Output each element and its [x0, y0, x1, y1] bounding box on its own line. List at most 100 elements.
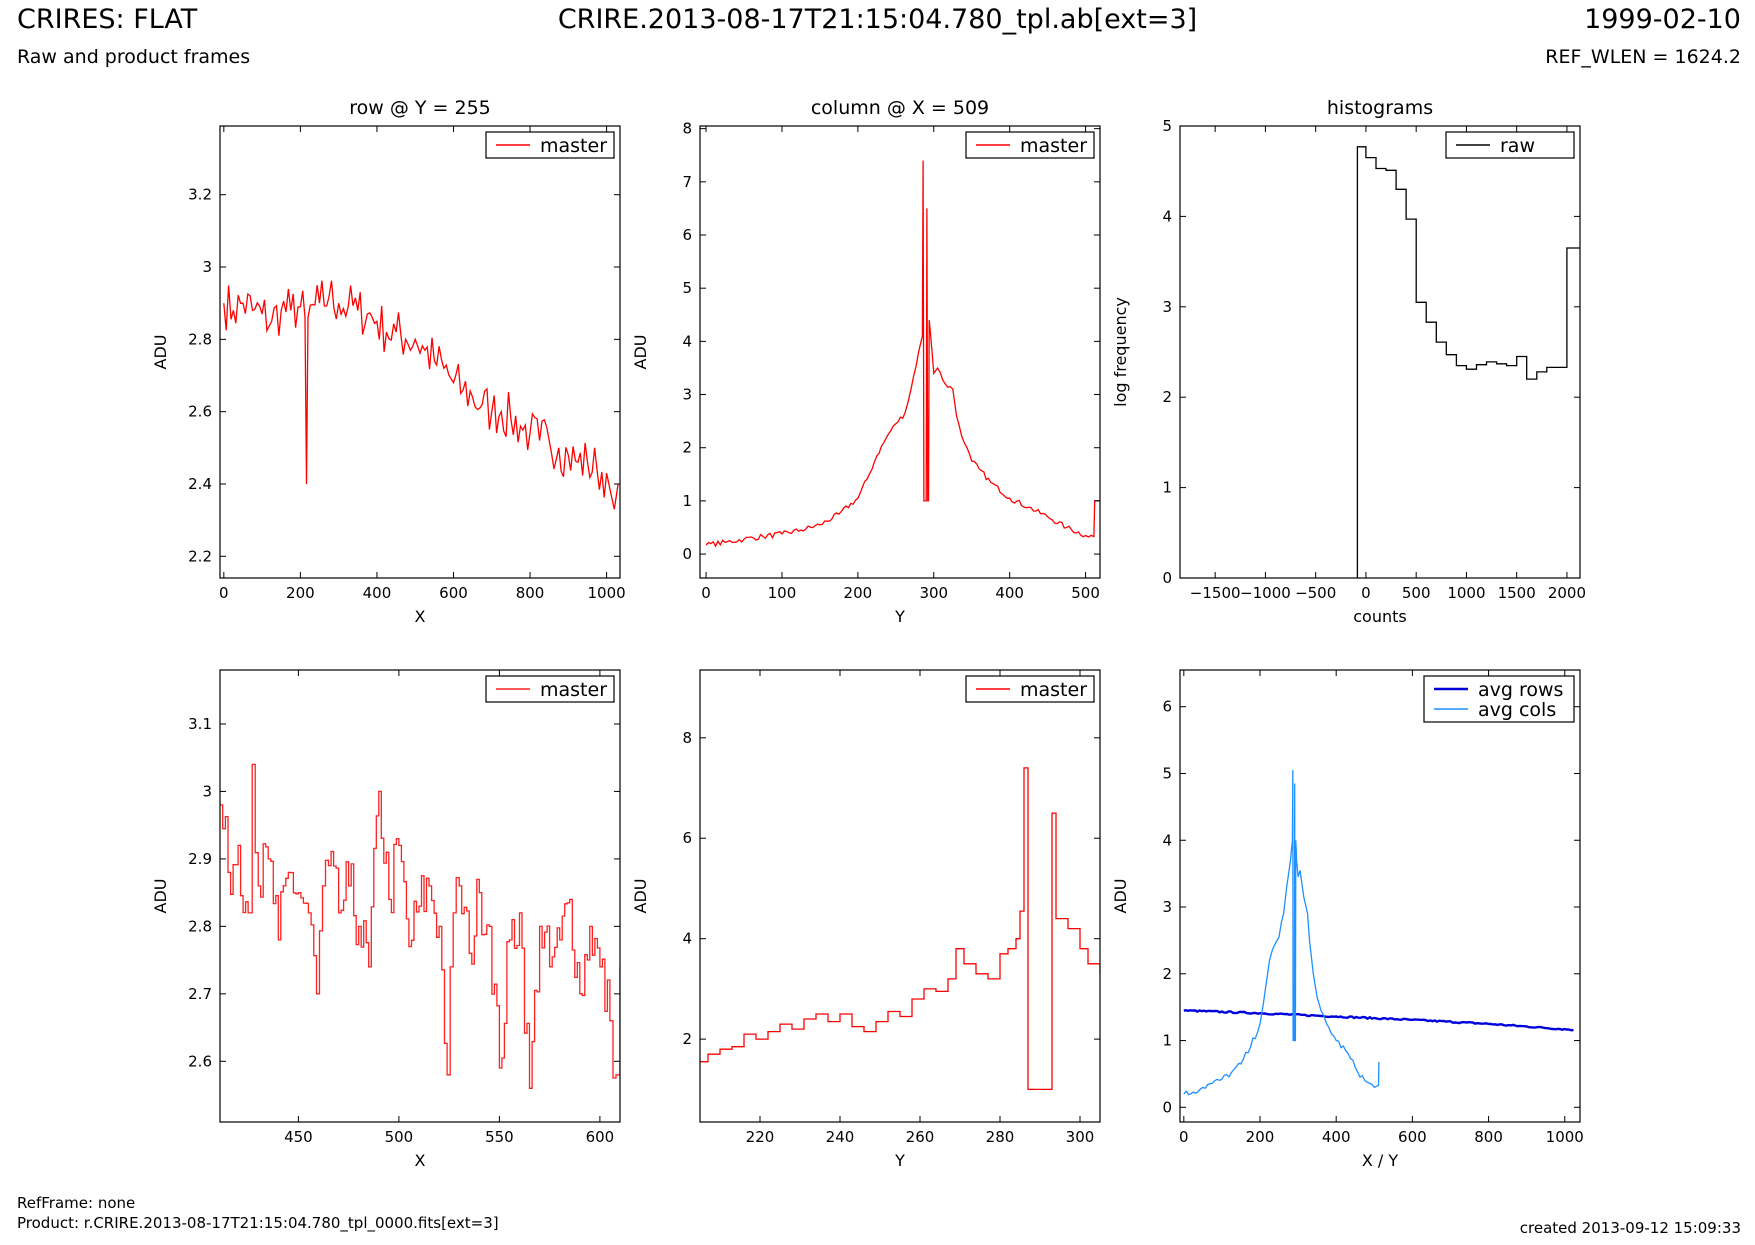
legend-entry-label: master — [540, 679, 607, 701]
series-master — [223, 280, 619, 510]
chart-row-zoom: 450 500 550 600 2.6 2.7 2.8 2.9 3 3.1 X ADU master — [151, 669, 621, 1170]
legend: master — [485, 131, 615, 159]
plot-frame — [219, 125, 621, 579]
x-tick-label: 1000 — [588, 584, 626, 602]
y-tick-label: 2.2 — [188, 547, 212, 565]
series-avg-cols — [1183, 770, 1380, 1096]
x-tick-label: 600 — [1398, 1128, 1427, 1146]
x-tick-label: 400 — [1322, 1128, 1351, 1146]
y-tick-label: 2.4 — [188, 475, 212, 493]
plot-frame — [219, 669, 621, 1123]
y-tick-label: 2 — [1162, 965, 1172, 983]
chart-title: column @ X = 509 — [811, 97, 989, 119]
plot-frame — [699, 669, 1101, 1123]
legend-entry-label: avg rows — [1478, 679, 1563, 701]
x-tick-label: 1500 — [1498, 584, 1536, 602]
chart-column: column @ X = 509 0 100 200 300 400 500 0 1 2 3 4 5 6 7… — [631, 97, 1101, 626]
y-tick-label: 3 — [202, 782, 212, 800]
series-raw — [1356, 146, 1580, 578]
y-tick-label: 0 — [1162, 1098, 1172, 1116]
y-tick-label: 6 — [682, 226, 692, 244]
x-axis-label: counts — [1353, 607, 1406, 626]
x-tick-label: −500 — [1295, 584, 1336, 602]
x-tick-label: 2000 — [1548, 584, 1586, 602]
y-tick-label: 6 — [682, 829, 692, 847]
legend-entry-label: master — [1020, 135, 1087, 157]
y-tick-label: 0 — [682, 545, 692, 563]
series-avg-rows — [1183, 1009, 1574, 1032]
x-tick-label: 0 — [219, 584, 229, 602]
x-tick-label: 500 — [385, 1128, 414, 1146]
x-tick-label: −1000 — [1240, 584, 1291, 602]
x-tick-label: 100 — [768, 584, 797, 602]
y-tick-label: 2 — [682, 1030, 692, 1048]
legend-entry-label: avg cols — [1478, 699, 1556, 721]
x-tick-label: 220 — [746, 1128, 775, 1146]
y-tick-label: 4 — [682, 930, 692, 948]
y-tick-label: 2 — [682, 439, 692, 457]
x-tick-label: 600 — [586, 1128, 615, 1146]
x-tick-label: 1000 — [1546, 1128, 1584, 1146]
y-axis-label: ADU — [151, 879, 170, 914]
y-tick-label: 2.9 — [188, 850, 212, 868]
x-tick-label: 300 — [919, 584, 948, 602]
plot-frame — [1179, 669, 1581, 1123]
x-tick-label: 400 — [995, 584, 1024, 602]
y-axis-label: ADU — [1111, 879, 1130, 914]
y-tick-label: 5 — [1162, 764, 1172, 782]
y-axis-label: ADU — [631, 335, 650, 370]
y-tick-label: 5 — [682, 279, 692, 297]
y-tick-label: 3.1 — [188, 715, 212, 733]
y-tick-label: 2.6 — [188, 1052, 212, 1070]
y-tick-label: 7 — [682, 173, 692, 191]
x-tick-label: 400 — [363, 584, 392, 602]
y-axis-label: ADU — [631, 879, 650, 914]
y-tick-label: 1 — [1162, 479, 1172, 497]
y-tick-label: 4 — [682, 332, 692, 350]
x-axis-label: X / Y — [1362, 1151, 1399, 1170]
chart-column-zoom: 220 240 260 280 300 2 4 6 8 Y ADU master — [631, 669, 1101, 1170]
legend-entry-label: master — [1020, 679, 1087, 701]
legend: raw — [1445, 131, 1575, 159]
y-tick-label: 3 — [1162, 298, 1172, 316]
y-tick-label: 0 — [1162, 569, 1172, 587]
y-tick-label: 4 — [1162, 207, 1172, 225]
x-tick-label: 200 — [286, 584, 315, 602]
x-tick-label: 500 — [1071, 584, 1100, 602]
chart-title: histograms — [1327, 97, 1433, 119]
y-tick-label: 8 — [682, 120, 692, 138]
legend: master — [965, 675, 1095, 703]
y-tick-label: 3 — [682, 386, 692, 404]
series-master — [705, 160, 1100, 548]
x-tick-label: 200 — [1246, 1128, 1275, 1146]
series-master — [220, 763, 620, 1089]
x-axis-label: Y — [894, 607, 905, 626]
x-axis-label: Y — [894, 1151, 905, 1170]
legend: master — [485, 675, 615, 703]
x-tick-label: 1000 — [1447, 584, 1485, 602]
plot-frame — [1179, 125, 1581, 579]
x-axis-label: X — [415, 607, 426, 626]
x-tick-label: 800 — [1474, 1128, 1503, 1146]
chart-avg: 0 200 400 600 800 1000 0 1 2 3 4 5 6 X / Y ADU avg rows… — [1111, 669, 1584, 1170]
y-tick-label: 2.8 — [188, 917, 212, 935]
y-tick-label: 5 — [1162, 117, 1172, 135]
plot-frame — [699, 125, 1101, 579]
observation-date: 1999-02-10 — [1584, 4, 1741, 35]
report-subtitle: Raw and product frames — [17, 46, 251, 68]
x-tick-label: 450 — [284, 1128, 313, 1146]
product-label: Product: r.CRIRE.2013-08-17T21:15:04.780… — [17, 1214, 499, 1232]
x-tick-label: 200 — [844, 584, 873, 602]
y-tick-label: 3 — [1162, 898, 1172, 916]
legend-entry-label: master — [540, 135, 607, 157]
y-tick-label: 3 — [202, 258, 212, 276]
x-tick-label: −1500 — [1190, 584, 1241, 602]
y-axis-label: ADU — [151, 335, 170, 370]
series-master — [700, 767, 1100, 1091]
x-tick-label: 280 — [986, 1128, 1015, 1146]
ref-frame-label: RefFrame: none — [17, 1194, 136, 1212]
y-tick-label: 1 — [682, 492, 692, 510]
y-tick-label: 4 — [1162, 831, 1172, 849]
